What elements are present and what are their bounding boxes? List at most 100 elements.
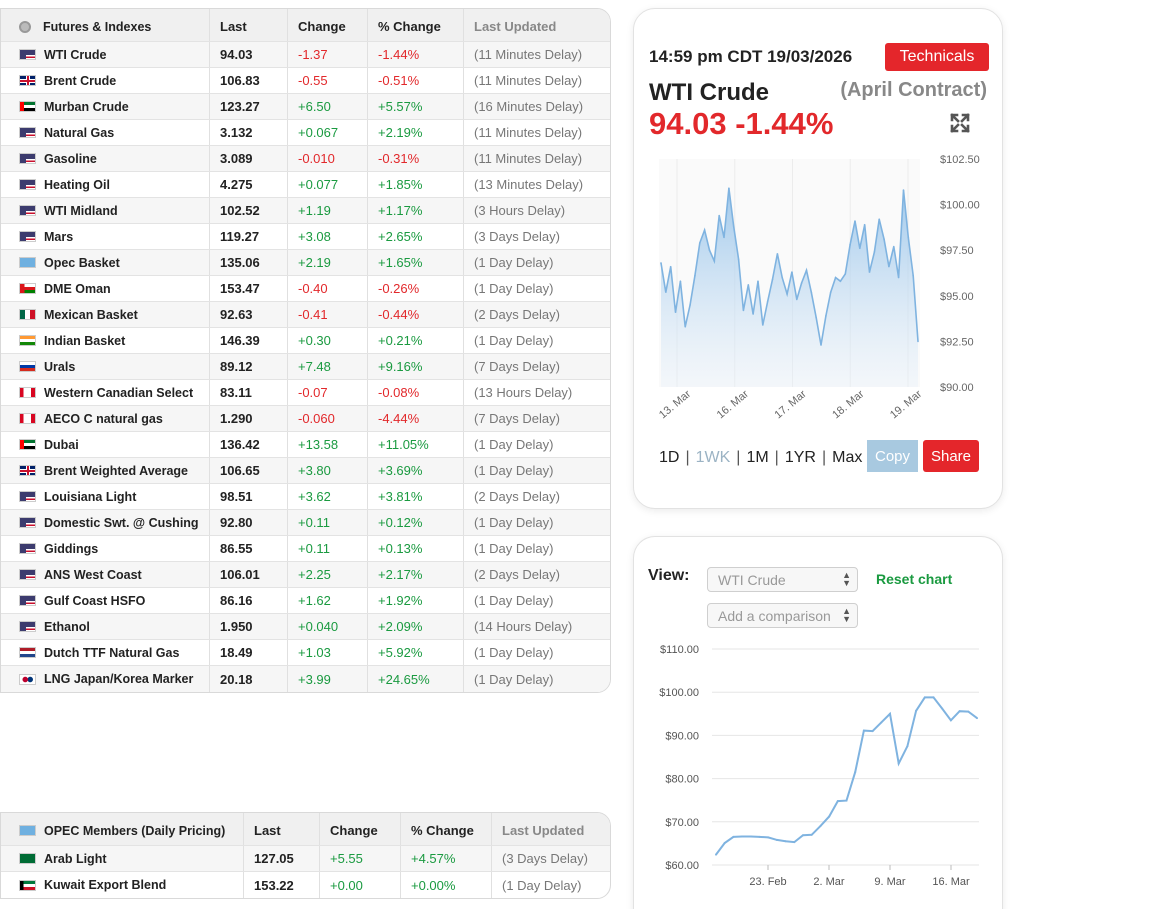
header-last[interactable]: Last [244,813,320,845]
table-row[interactable]: Brent Crude 106.83 -0.55 -0.51% (11 Minutes … [1,68,610,94]
table-row[interactable]: Brent Weighted Average 106.65 +3.80 +3.69% (… [1,458,610,484]
x-tick-label: 17. Mar [772,388,809,421]
data-point [906,745,909,748]
table-row[interactable]: Western Canadian Select 83.11 -0.07 -0.08% (… [1,380,610,406]
header-change[interactable]: Change [288,9,368,41]
commodity-name[interactable]: LNG Japan/Korea Marker [44,672,194,686]
commodity-name[interactable]: Louisiana Light [44,489,137,504]
commodity-name[interactable]: Gasoline [44,151,97,166]
range-1d[interactable]: 1D [659,449,680,466]
change-value: -0.40 [288,276,368,301]
opec-table: OPEC Members (Daily Pricing) Last Change… [0,812,611,899]
copy-button[interactable]: Copy [867,440,918,472]
header-pct-change[interactable]: % Change [401,813,492,845]
commodity-name[interactable]: DME Oman [44,281,111,296]
table-row[interactable]: Gasoline 3.089 -0.010 -0.31% (11 Minutes Del… [1,146,610,172]
table-row[interactable]: Mars 119.27 +3.08 +2.65% (3 Days Delay) [1,224,610,250]
data-point [949,719,952,722]
data-point [815,316,817,319]
table-row[interactable]: Dubai 136.42 +13.58 +11.05% (1 Day Delay) [1,432,610,458]
reset-chart-link[interactable]: Reset chart [876,571,953,587]
table-row[interactable]: WTI Crude 94.03 -1.37 -1.44% (11 Minutes Del… [1,42,610,68]
commodity-name[interactable]: AECO C natural gas [44,411,163,426]
range-1yr[interactable]: 1YR [784,449,816,466]
commodity-name[interactable]: Opec Basket [44,255,120,270]
range-max[interactable]: Max [832,449,863,466]
table-row[interactable]: DME Oman 153.47 -0.40 -0.26% (1 Day Delay) [1,276,610,302]
commodity-name[interactable]: Gulf Coast HSFO [44,593,146,608]
commodity-name[interactable]: Giddings [44,541,99,556]
header-pct-change[interactable]: % Change [368,9,464,41]
last-price: 86.55 [210,536,288,561]
table-row[interactable]: Opec Basket 135.06 +2.19 +1.65% (1 Day Delay… [1,250,610,276]
view-select[interactable]: WTI Crude ▲ ▼ [707,567,858,592]
last-updated: (11 Minutes Delay) [474,47,583,62]
table-row[interactable]: Louisiana Light 98.51 +3.62 +3.81% (2 Days D… [1,484,610,510]
data-point [665,291,667,293]
comparison-placeholder: Add a comparison [718,607,831,624]
commodity-name[interactable]: Mars [44,229,74,244]
last-price: 102.52 [210,198,288,223]
commodity-name[interactable]: Arab Light [44,851,107,866]
commodity-name[interactable]: Natural Gas [44,125,115,140]
table-row[interactable]: Ethanol 1.950 +0.040 +2.09% (14 Hours Delay) [1,614,610,640]
data-point [897,276,900,279]
commodity-name[interactable]: Urals [44,359,76,374]
last-updated: (14 Hours Delay) [474,619,573,634]
range-1wk[interactable]: 1WK [695,449,731,466]
data-point [715,853,717,856]
technicals-button[interactable]: Technicals [885,43,989,71]
last-updated: (2 Days Delay) [474,307,560,322]
commodity-name[interactable]: Heating Oil [44,177,110,192]
comparison-select[interactable]: Add a comparison ▲ ▼ [707,603,858,628]
price-area-chart[interactable]: 13. Mar 16. Mar 17. Mar 18. Mar 19. Mar $90.0… [644,149,994,439]
commodity-name[interactable]: Dubai [44,437,79,452]
commodity-name[interactable]: WTI Midland [44,203,118,218]
expand-icon[interactable] [948,111,972,135]
table-row[interactable]: Dutch TTF Natural Gas 18.49 +1.03 +5.92% (1 … [1,640,610,666]
pct-change-value: -4.44% [368,406,464,431]
table-row[interactable]: Mexican Basket 92.63 -0.41 -0.44% (2 Days De… [1,302,610,328]
table-row[interactable]: Natural Gas 3.132 +0.067 +2.19% (11 Minutes … [1,120,610,146]
table-row[interactable]: AECO C natural gas 1.290 -0.060 -4.44% (7 Da… [1,406,610,432]
table-row[interactable]: Kuwait Export Blend 153.22 +0.00 +0.00% (1 D… [1,872,610,898]
commodity-name[interactable]: Western Canadian Select [44,385,194,400]
data-point [871,730,874,733]
commodity-name[interactable]: Murban Crude [44,99,129,114]
table-row[interactable]: Heating Oil 4.275 +0.077 +1.85% (13 Minutes … [1,172,610,198]
table-row[interactable]: ANS West Coast 106.01 +2.25 +2.17% (2 Days D… [1,562,610,588]
comparison-line-chart[interactable]: $60.00 $70.00 $80.00 $90.00 $100.00 $110.00 23… [634,637,1004,909]
commodity-name[interactable]: Mexican Basket [44,307,138,322]
table-row[interactable]: Urals 89.12 +7.48 +9.16% (7 Days Delay) [1,354,610,380]
table-row[interactable]: WTI Midland 102.52 +1.19 +1.17% (3 Hours Del… [1,198,610,224]
change-value: +0.077 [288,172,368,197]
table-row[interactable]: LNG Japan/Korea Marker 20.18 +3.99 +24.65% (… [1,666,610,692]
range-1m[interactable]: 1M [746,449,769,466]
data-point [679,280,682,283]
data-point [958,710,961,713]
mx-flag-icon [19,309,36,320]
commodity-name[interactable]: Domestic Swt. @ Cushing [44,515,199,530]
header-change[interactable]: Change [320,813,401,845]
table-row[interactable]: Gulf Coast HSFO 86.16 +1.62 +1.92% (1 Day De… [1,588,610,614]
table-row[interactable]: Domestic Swt. @ Cushing 92.80 +0.11 +0.12% (… [1,510,610,536]
commodity-name[interactable]: Indian Basket [44,333,126,348]
commodity-name[interactable]: Dutch TTF Natural Gas [44,645,180,660]
data-point [781,276,784,279]
commodity-name[interactable]: Brent Weighted Average [44,463,189,478]
commodity-name[interactable]: WTI Crude [44,47,107,62]
commodity-name[interactable]: Kuwait Export Blend [44,878,167,892]
share-button[interactable]: Share [923,440,979,472]
table-row[interactable]: Indian Basket 146.39 +0.30 +0.21% (1 Day Del… [1,328,610,354]
change-value: -1.37 [288,42,368,67]
table-row[interactable]: Murban Crude 123.27 +6.50 +5.57% (16 Minutes… [1,94,610,120]
pct-change-value: +0.21% [368,328,464,353]
header-last[interactable]: Last [210,9,288,41]
commodity-name[interactable]: Ethanol [44,619,90,634]
price-line [660,188,919,346]
last-updated: (3 Days Delay) [474,229,560,244]
commodity-name[interactable]: Brent Crude [44,73,117,88]
table-row[interactable]: Arab Light 127.05 +5.55 +4.57% (3 Days Delay… [1,846,610,872]
table-row[interactable]: Giddings 86.55 +0.11 +0.13% (1 Day Delay) [1,536,610,562]
commodity-name[interactable]: ANS West Coast [44,567,142,582]
